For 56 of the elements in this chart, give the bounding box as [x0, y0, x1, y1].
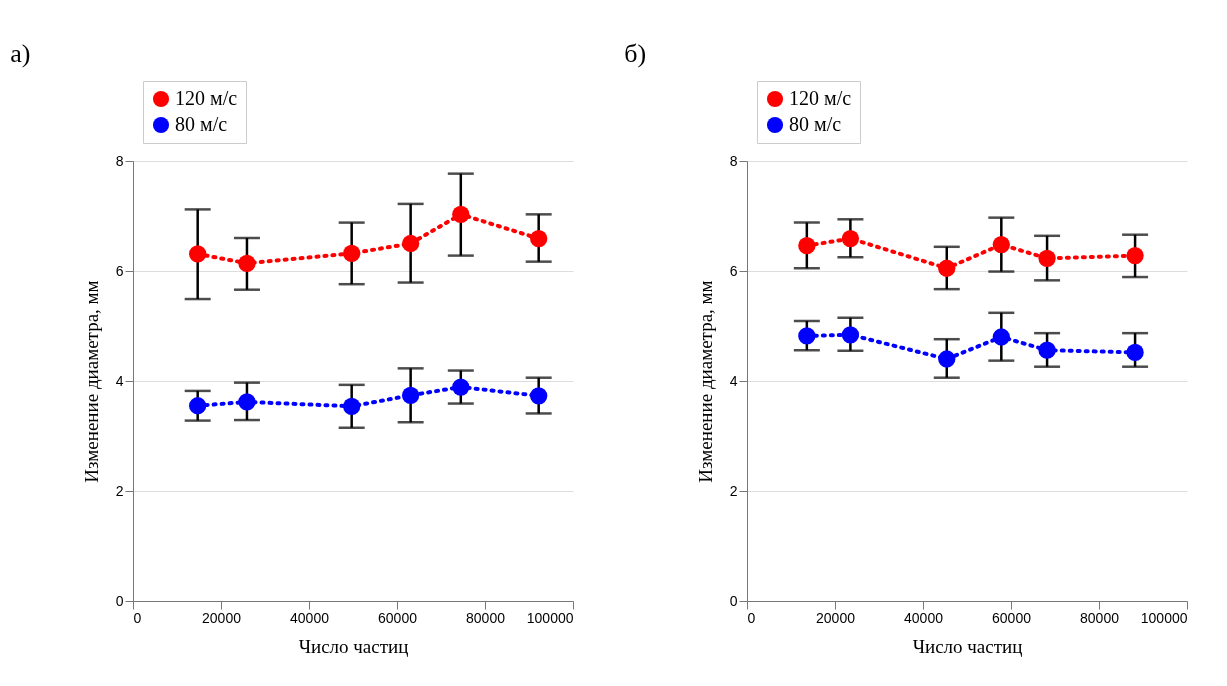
x-tick-label: 0 — [747, 609, 756, 626]
point — [841, 229, 860, 248]
point — [401, 386, 420, 404]
point — [452, 378, 470, 396]
x-tick-label: 60000 — [992, 609, 1032, 626]
legend-label: 120 м/с — [175, 87, 238, 109]
point — [189, 245, 207, 263]
point — [530, 229, 548, 248]
legend-label: 120 м/с — [789, 87, 852, 109]
y-tick-label: 6 — [729, 262, 738, 279]
point — [1038, 249, 1056, 267]
x-tick-label: 80000 — [1080, 609, 1120, 626]
y-tick-label: 2 — [729, 482, 738, 499]
point — [841, 326, 860, 344]
point — [798, 237, 816, 255]
point — [1126, 343, 1144, 362]
x-tick-label: 0 — [133, 609, 142, 626]
legend-label: 80 м/с — [789, 113, 842, 135]
point — [343, 244, 361, 263]
chart-title: а) — [10, 38, 31, 68]
x-tick-label: 100000 — [1140, 609, 1188, 626]
x-tick-label: 40000 — [290, 609, 330, 626]
x-tick-label: 20000 — [202, 609, 242, 626]
point — [938, 350, 956, 368]
y-axis-title: Изменение диаметра, мм — [80, 280, 102, 483]
point — [238, 393, 256, 411]
y-tick-label: 6 — [115, 262, 124, 279]
point — [238, 254, 256, 272]
x-tick-label: 60000 — [378, 609, 418, 626]
y-axis-title: Изменение диаметра, мм — [694, 280, 716, 483]
point — [992, 235, 1010, 254]
x-axis-title: Число частиц — [912, 635, 1023, 657]
x-tick-label: 20000 — [816, 609, 856, 626]
y-tick-label: 2 — [115, 482, 124, 499]
y-tick-label: 0 — [115, 592, 124, 609]
point — [938, 259, 956, 277]
x-axis-title: Число частиц — [298, 635, 409, 657]
y-tick-label: 0 — [729, 592, 738, 609]
x-tick-label: 80000 — [466, 609, 506, 626]
point — [401, 234, 420, 253]
x-tick-label: 100000 — [526, 609, 574, 626]
point — [530, 387, 548, 405]
x-tick-label: 40000 — [904, 609, 944, 626]
y-tick-label: 8 — [115, 152, 124, 169]
point — [992, 328, 1010, 346]
chart-title: б) — [624, 38, 647, 68]
point — [798, 327, 816, 345]
point — [1126, 246, 1144, 265]
point — [1038, 341, 1056, 359]
point — [343, 397, 361, 415]
legend-label: 80 м/с — [175, 113, 228, 135]
y-tick-label: 4 — [729, 372, 738, 389]
y-tick-label: 4 — [115, 372, 124, 389]
point — [189, 397, 207, 415]
point — [452, 205, 470, 223]
y-tick-label: 8 — [729, 152, 738, 169]
